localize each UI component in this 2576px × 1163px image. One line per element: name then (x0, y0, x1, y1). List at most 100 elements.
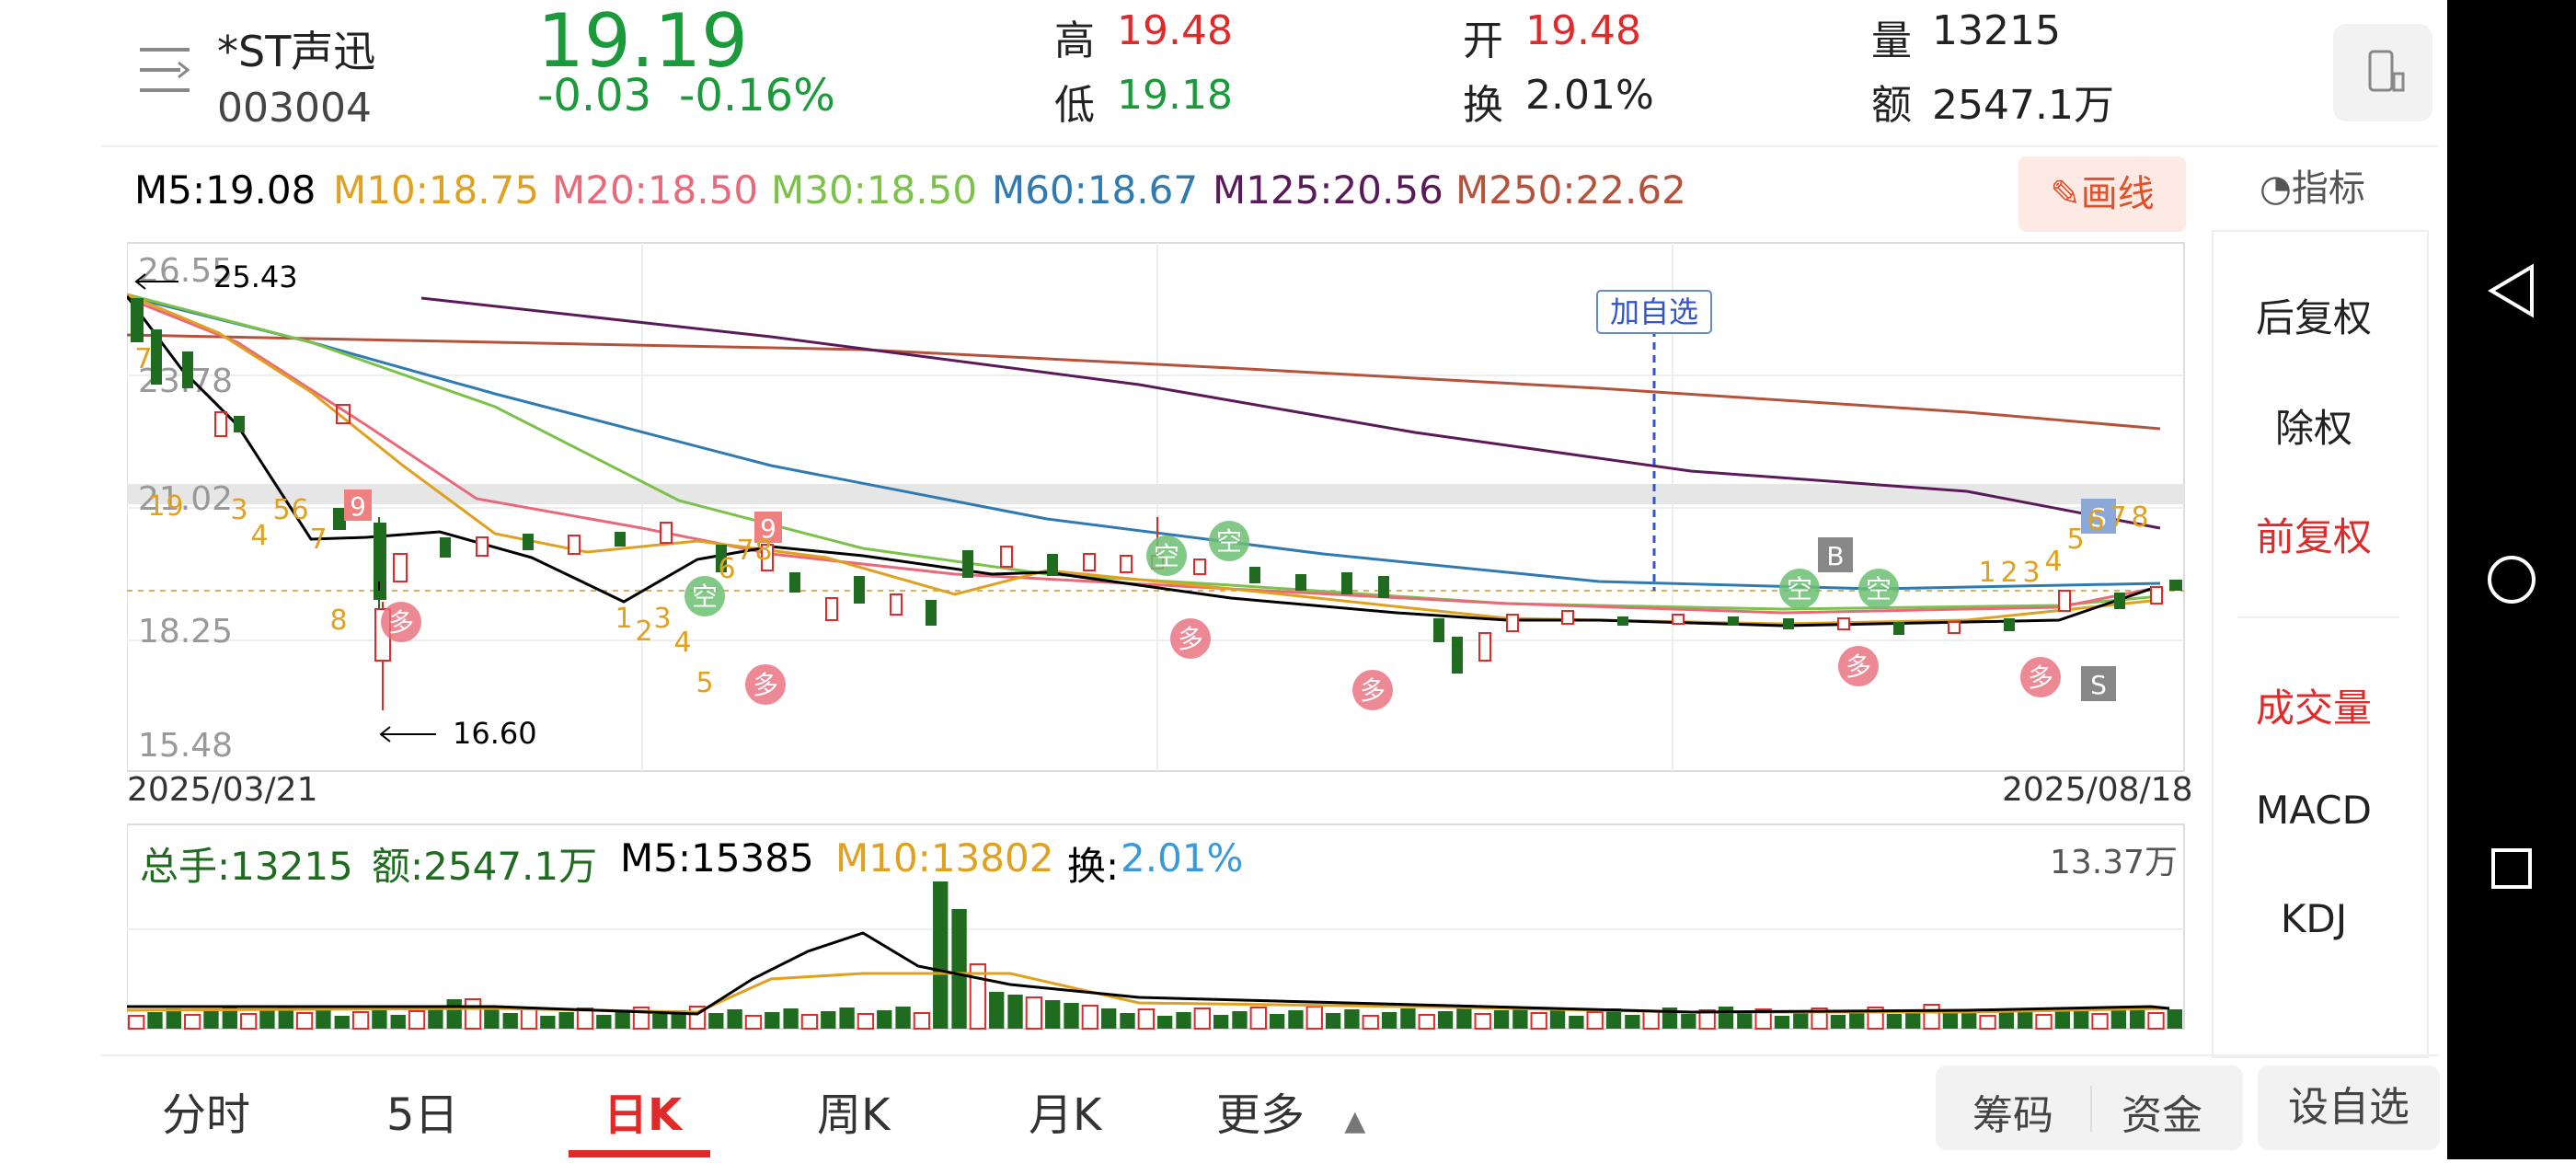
svg-text:多: 多 (1846, 651, 1871, 682)
svg-text:8: 8 (2131, 501, 2148, 534)
add-watchlist-label: 设自选 (2288, 1084, 2409, 1131)
high-label: 高 (1054, 17, 1095, 64)
draw-line-label: 画线 (2080, 173, 2155, 215)
volume-indicator-button[interactable]: 成交量 (2255, 685, 2372, 731)
volume-bar (1193, 1008, 1211, 1030)
volume-bar (576, 1008, 594, 1030)
pre-adjusted-button[interactable]: 前复权 (2255, 514, 2372, 559)
ex-rights-button[interactable]: 除权 (2274, 406, 2352, 451)
volume-bar (1549, 1009, 1566, 1029)
volume-m5: M5:15385 (620, 835, 814, 881)
tab-monthly-k[interactable]: 月K (1029, 1089, 1102, 1141)
device-switch-button[interactable] (2333, 24, 2432, 121)
volume-bar (334, 1016, 350, 1029)
volume-turnover: 2.01% (1121, 835, 1244, 881)
kline-chart[interactable]: 加自选 26.55 23.78 21.02 18.25 15.48 (127, 241, 2188, 775)
tab-more[interactable]: 更多 ▲ (1216, 1078, 1365, 1143)
volume-bar (295, 1012, 314, 1030)
tab-active-indicator (569, 1150, 710, 1157)
draw-line-button[interactable]: ✎画线 (2018, 156, 2186, 232)
volume-bar (800, 1014, 819, 1030)
back-icon[interactable] (2488, 263, 2534, 318)
tab-intraday[interactable]: 分时 (162, 1089, 251, 1141)
ma60-legend: M60:18.67 (992, 167, 1199, 213)
volume-bar (839, 1008, 855, 1029)
volume-bar (372, 1008, 387, 1029)
volume-bar (1045, 1000, 1061, 1029)
volume-bar (1288, 1010, 1304, 1029)
low-label: 低 (1054, 82, 1095, 129)
volume-bar (2130, 1007, 2145, 1029)
volume-chart[interactable] (127, 823, 2188, 1031)
volume-bar (351, 1011, 370, 1030)
volume-bar (259, 1010, 275, 1029)
ma20-legend: M20:18.50 (552, 167, 759, 213)
svg-text:6: 6 (2087, 505, 2104, 537)
volume-bar (222, 1008, 237, 1029)
y-tick: 26.55 (138, 252, 233, 290)
volume-bar (1625, 1015, 1640, 1029)
volume-bar (2147, 1012, 2165, 1030)
add-watch-label[interactable]: 加自选 (1610, 294, 1698, 329)
volume-bar (989, 992, 1005, 1029)
add-watchlist-button[interactable]: 设自选 (2258, 1065, 2440, 1150)
volume-bar (1437, 1011, 1454, 1029)
volume-bar (744, 1015, 763, 1030)
recents-icon[interactable] (2491, 848, 2532, 889)
funds-button[interactable]: 资金 (2122, 1092, 2202, 1139)
tab-5day[interactable]: 5日 (386, 1089, 459, 1141)
svg-text:3: 3 (230, 494, 247, 526)
volume-bar (390, 1015, 406, 1029)
volume-bar (1811, 1008, 1828, 1030)
tab-daily-k[interactable]: 日K (604, 1089, 683, 1141)
volume-bar (596, 1015, 612, 1029)
stock-name: *ST声迅 (217, 27, 376, 76)
y-tick: 18.25 (138, 613, 233, 651)
indicator-button[interactable]: ◔指标 (2260, 158, 2365, 212)
volume-bar (1344, 1009, 1360, 1029)
home-icon[interactable] (2488, 556, 2536, 604)
volume-bar (316, 1009, 331, 1029)
svg-text:9: 9 (760, 513, 776, 544)
ma10-legend: M10:18.75 (333, 167, 540, 213)
volume-bar (1064, 1003, 1079, 1029)
svg-text:多: 多 (2028, 662, 2053, 693)
volume-bar (857, 1013, 875, 1030)
high-value: 19.48 (1117, 7, 1233, 54)
volume-bar (1400, 1008, 1416, 1029)
chips-button[interactable]: 筹码 (1972, 1092, 2053, 1139)
volume-bar (1362, 1015, 1379, 1030)
y-tick: 15.48 (138, 727, 233, 765)
volume-bar (2035, 1014, 2053, 1030)
volume-bar (1456, 1008, 1472, 1029)
volume-bar (239, 1013, 258, 1030)
amount-value: 2547.1万 (1932, 82, 2114, 129)
signal-markers: 多 多 多 多 多 多 空 空 空 空 空 B S S 9 9 (344, 489, 2116, 710)
volume-bar (1418, 1014, 1435, 1030)
volume-bar (895, 1007, 911, 1029)
min-label: 16.60 (453, 716, 537, 751)
volume-bar (1305, 1006, 1323, 1030)
volume-turnover-label: 换: (1067, 844, 1120, 889)
divider (2237, 616, 2399, 618)
volume-bar (183, 1014, 201, 1030)
volume-bar (540, 1016, 556, 1029)
tab-weekly-k[interactable]: 周K (817, 1089, 891, 1141)
svg-text:8: 8 (329, 605, 347, 637)
macd-button[interactable]: MACD (2256, 788, 2372, 833)
price-change: -0.03 (537, 70, 652, 121)
volume-bar (708, 1013, 724, 1029)
system-nav-bar (2447, 0, 2576, 1159)
volume-bar (1586, 1011, 1604, 1030)
volume-bar (969, 963, 987, 1030)
kdj-button[interactable]: KDJ (2280, 896, 2348, 941)
menu-icon[interactable] (138, 44, 193, 96)
volume-bar (1269, 1014, 1285, 1029)
volume-bar (464, 998, 482, 1030)
volume-bar (446, 999, 462, 1029)
volume-bar (1942, 1013, 1959, 1029)
divider (101, 145, 2438, 147)
svg-text:1: 1 (615, 603, 632, 635)
svg-text:2: 2 (635, 616, 652, 648)
post-adjusted-button[interactable]: 后复权 (2255, 295, 2372, 340)
